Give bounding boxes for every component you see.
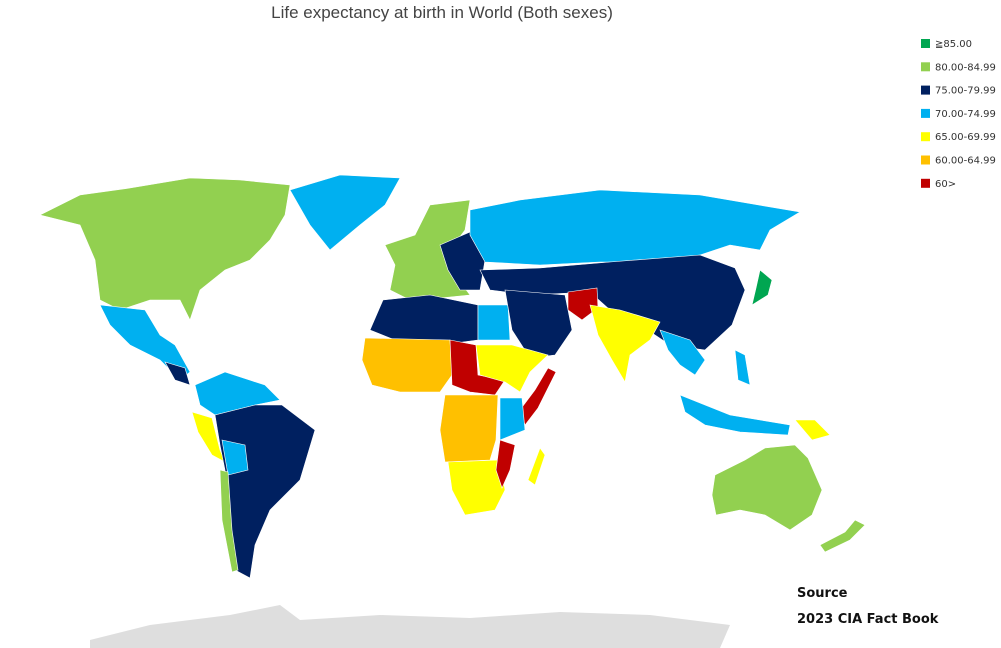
region bbox=[499, 397, 526, 441]
region bbox=[39, 177, 291, 321]
region bbox=[469, 189, 801, 266]
region bbox=[289, 174, 401, 251]
region bbox=[164, 361, 191, 386]
region bbox=[589, 304, 661, 383]
region bbox=[194, 371, 281, 416]
antarctica bbox=[90, 605, 730, 648]
legend-swatch bbox=[921, 178, 930, 188]
region bbox=[794, 419, 831, 441]
region bbox=[819, 519, 866, 553]
region bbox=[519, 367, 557, 426]
legend-swatch bbox=[921, 39, 930, 48]
legend: ≧85.00 80.00-84.99 75.00-79.99 70.00-74.99 6… bbox=[921, 39, 996, 190]
legend-swatch bbox=[921, 108, 930, 118]
legend-swatch bbox=[921, 85, 930, 95]
legend-label: ≧85.00 bbox=[935, 39, 972, 50]
region bbox=[439, 394, 499, 463]
region bbox=[477, 304, 511, 341]
legend-label: 70.00-74.99 bbox=[935, 109, 996, 120]
regions bbox=[39, 174, 866, 579]
region bbox=[567, 287, 599, 321]
legend-label: 75.00-79.99 bbox=[935, 86, 996, 97]
region bbox=[369, 294, 479, 346]
region bbox=[527, 447, 546, 486]
legend-swatch bbox=[921, 62, 930, 72]
legend-label: 80.00-84.99 bbox=[935, 62, 996, 73]
source-heading: Source bbox=[797, 586, 848, 601]
region bbox=[751, 269, 773, 306]
legend-swatch bbox=[921, 132, 930, 142]
region bbox=[361, 337, 453, 393]
region bbox=[495, 439, 516, 489]
legend-swatch bbox=[921, 155, 930, 165]
region bbox=[475, 344, 549, 393]
region bbox=[659, 329, 706, 376]
legend-label: 65.00-69.99 bbox=[935, 132, 996, 143]
region bbox=[711, 444, 823, 531]
legend-label: 60> bbox=[935, 179, 956, 190]
region bbox=[221, 439, 249, 476]
map-title: Life expectancy at birth in World (Both … bbox=[271, 3, 613, 22]
region bbox=[734, 349, 751, 386]
region bbox=[679, 394, 791, 436]
legend-label: 60.00-64.99 bbox=[935, 156, 996, 167]
region bbox=[219, 469, 239, 573]
region bbox=[504, 289, 573, 359]
region bbox=[449, 339, 506, 396]
source-text: 2023 CIA Fact Book bbox=[797, 612, 939, 627]
